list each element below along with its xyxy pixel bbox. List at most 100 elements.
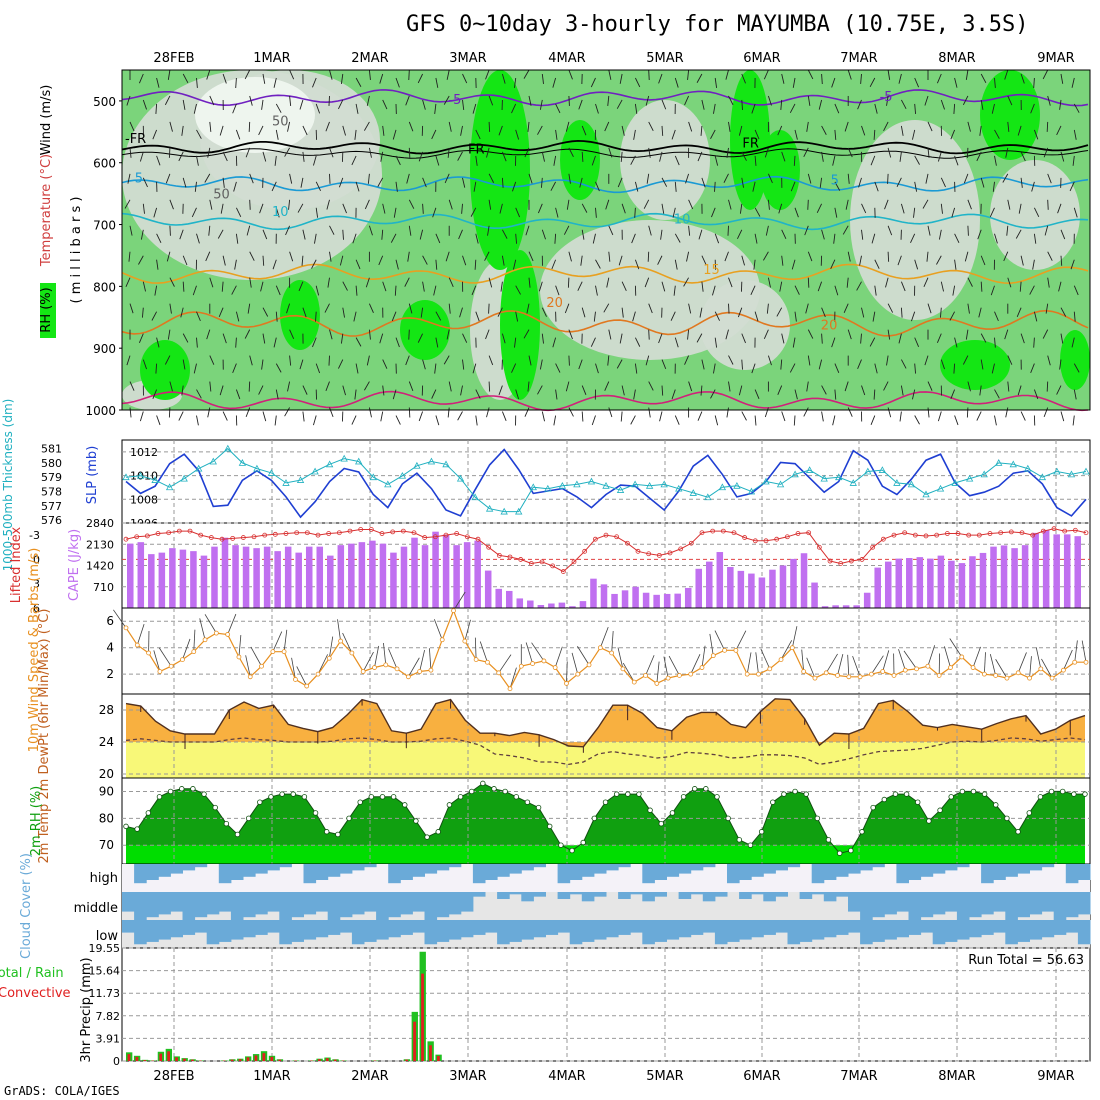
wind-speed-point bbox=[146, 650, 151, 656]
wind-barb bbox=[696, 333, 703, 343]
wind-barb bbox=[169, 277, 175, 287]
wind-barb bbox=[714, 311, 720, 321]
cape-bar bbox=[1032, 532, 1039, 608]
rh2m-point bbox=[636, 791, 642, 797]
cloud-low-bar bbox=[158, 920, 171, 940]
wind-barb-10m bbox=[193, 629, 196, 652]
cloud-low-bar bbox=[896, 920, 909, 938]
wind-barb bbox=[169, 121, 173, 132]
wind-barb bbox=[940, 177, 946, 188]
wind-barb bbox=[767, 355, 772, 366]
wind-barb-10m bbox=[204, 614, 217, 634]
wind-barb bbox=[340, 333, 344, 344]
wind-barb bbox=[954, 415, 959, 426]
thickness-point bbox=[616, 486, 625, 493]
li-y-tick: 6 bbox=[33, 602, 40, 615]
wind-speed-point bbox=[1061, 667, 1066, 673]
wind-barb bbox=[196, 311, 201, 322]
wind-barb-10m bbox=[577, 646, 590, 666]
wind-barb bbox=[475, 233, 479, 244]
bottom-date-label: 1MAR bbox=[253, 1069, 290, 1084]
cloud-middle-bar bbox=[860, 892, 873, 920]
rh2m-point bbox=[970, 788, 977, 795]
li-point bbox=[176, 528, 182, 534]
wind-barb bbox=[366, 355, 370, 366]
wind-barb bbox=[1033, 77, 1035, 89]
wind-barb bbox=[382, 125, 385, 136]
wind-barb bbox=[847, 173, 850, 184]
wind-barb bbox=[407, 251, 410, 262]
wind-barb bbox=[1073, 285, 1079, 296]
cloud-low-bar bbox=[388, 920, 401, 938]
wind-barb bbox=[553, 415, 557, 426]
cloud-middle-bar bbox=[243, 892, 256, 918]
wind-speed-point bbox=[993, 673, 999, 678]
wind-barb bbox=[980, 99, 984, 110]
wind-barb bbox=[206, 329, 211, 340]
wind-barb bbox=[671, 129, 676, 140]
wind-barb bbox=[754, 155, 757, 166]
wind-speed-point bbox=[631, 679, 637, 685]
wind-barb bbox=[443, 355, 450, 365]
wind-barb bbox=[900, 125, 904, 136]
wind-barb bbox=[979, 125, 982, 136]
wind-barb bbox=[739, 203, 743, 214]
wind-barb bbox=[222, 177, 225, 188]
wind-barb bbox=[325, 121, 330, 132]
cloud-middle-bar bbox=[811, 892, 825, 895]
cloud-middle-bar bbox=[642, 892, 655, 902]
wind-speed-point bbox=[959, 654, 965, 660]
contour-25c bbox=[121, 390, 1089, 412]
wind-barb-10m bbox=[283, 629, 288, 652]
li-point bbox=[742, 535, 748, 540]
wind-speed-point bbox=[259, 663, 264, 669]
wind-barb bbox=[1073, 311, 1076, 322]
li-point bbox=[603, 532, 609, 538]
wind-barb bbox=[922, 199, 929, 209]
li-point bbox=[144, 533, 150, 539]
wind-barb bbox=[1017, 385, 1022, 396]
wind-barb bbox=[273, 77, 277, 88]
wind-barb-10m bbox=[1063, 649, 1073, 671]
wind-barb bbox=[752, 181, 756, 192]
wind-barb bbox=[874, 103, 878, 114]
wind-speed-point bbox=[530, 661, 535, 666]
wind-barb bbox=[129, 303, 134, 314]
wind-barb bbox=[806, 381, 809, 392]
thickness-point bbox=[500, 507, 508, 515]
wind-barb bbox=[460, 125, 463, 136]
cloud-middle-bar bbox=[436, 892, 450, 918]
cape-bar bbox=[842, 605, 850, 608]
wind-barb bbox=[887, 69, 891, 80]
li-point bbox=[859, 557, 865, 562]
wind-barb bbox=[329, 329, 333, 340]
rh2m-point bbox=[513, 794, 519, 800]
wind-barb bbox=[671, 389, 676, 400]
wind-barb bbox=[1020, 177, 1023, 188]
wind-barb bbox=[1073, 129, 1077, 140]
wind-barb bbox=[994, 311, 999, 322]
cloud-high-bar bbox=[654, 864, 667, 880]
wind-barb bbox=[914, 103, 917, 114]
wind-barb bbox=[674, 337, 679, 348]
wind-barb bbox=[192, 285, 197, 296]
wind-barb bbox=[351, 155, 357, 166]
cloud-middle-bar bbox=[460, 892, 474, 912]
wind-barb bbox=[209, 121, 212, 132]
wind-barb bbox=[791, 259, 796, 270]
wind-barb bbox=[194, 181, 197, 192]
wind-barb bbox=[191, 207, 197, 218]
wind-barb bbox=[872, 311, 876, 322]
wind-barb bbox=[976, 411, 982, 421]
wind-barb bbox=[688, 381, 693, 392]
wind-barb bbox=[462, 255, 467, 266]
wind-barb bbox=[182, 255, 188, 266]
wind-barb bbox=[688, 303, 692, 314]
wind-barb bbox=[432, 207, 437, 218]
wind-barb bbox=[182, 359, 186, 370]
cape-bar bbox=[137, 542, 145, 608]
thickness-point bbox=[355, 457, 363, 465]
wind-barb bbox=[874, 363, 878, 374]
wind-barb bbox=[965, 329, 969, 340]
cloud-middle-bar bbox=[920, 892, 934, 918]
